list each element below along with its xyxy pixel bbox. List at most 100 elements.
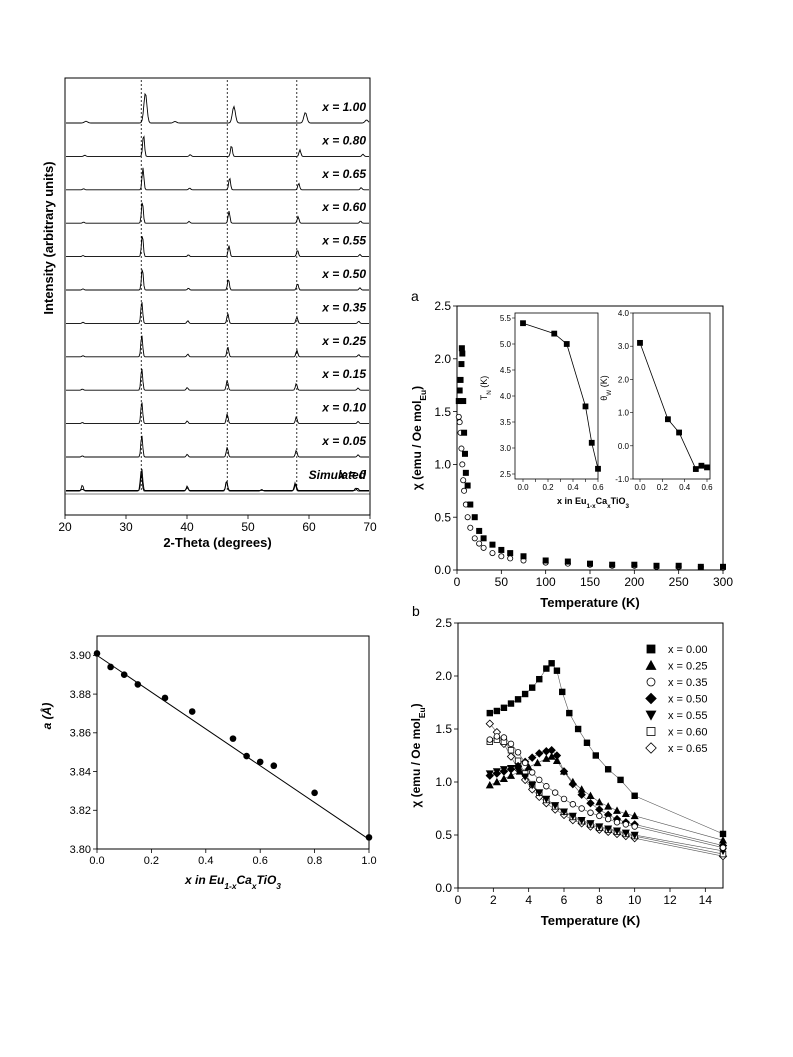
- x-tick-label: 0.2: [542, 483, 554, 492]
- x-tick-label: 10: [628, 893, 642, 907]
- data-point: [455, 413, 462, 420]
- data-point: [533, 758, 542, 767]
- data-point: [458, 361, 465, 368]
- data-point: [630, 831, 639, 840]
- data-point: [461, 487, 468, 494]
- xrd-pattern: [66, 302, 369, 324]
- x-tick-label: 0.4: [679, 483, 691, 492]
- y-tick-label: 1.0: [434, 458, 451, 472]
- data-point: [675, 562, 682, 569]
- data-point: [529, 769, 536, 776]
- legend-label: x = 0.50: [668, 694, 707, 706]
- x-tick-label: 0: [455, 893, 462, 907]
- y-tick-label: 2.5: [434, 299, 451, 313]
- data-point: [587, 560, 594, 567]
- pattern-label: x = 0.35: [321, 300, 366, 314]
- data-point: [719, 844, 727, 851]
- data-point: [528, 781, 537, 790]
- x-tick-label: 14: [699, 893, 713, 907]
- data-point: [613, 819, 621, 826]
- data-point: [521, 690, 529, 698]
- data-point: [499, 774, 508, 783]
- data-point: [507, 550, 514, 557]
- x-tick-label: 0.6: [253, 855, 268, 867]
- data-point: [586, 820, 595, 828]
- data-point: [500, 734, 508, 741]
- x-tick-label: 250: [669, 575, 689, 589]
- pattern-label: x = 1.00: [321, 100, 366, 114]
- y-tick-label: 0.0: [618, 442, 630, 451]
- data-point: [553, 667, 561, 674]
- pattern-label: Simulated: [309, 468, 367, 482]
- x-tick-label: 8: [596, 893, 603, 907]
- data-point: [476, 527, 483, 534]
- plot-frame: [96, 635, 370, 850]
- pattern-label: x = 0.80: [321, 133, 366, 147]
- data-point: [583, 739, 591, 746]
- data-point: [568, 812, 577, 821]
- y-axis-label: Intensity (arbitrary units): [41, 161, 56, 314]
- pattern-label: x = 0.15: [321, 367, 366, 381]
- data-point: [563, 341, 570, 347]
- data-point: [631, 792, 638, 799]
- data-point: [577, 785, 586, 793]
- data-point: [460, 398, 467, 405]
- data-point: [458, 345, 465, 352]
- data-point: [595, 805, 604, 814]
- panel-letter: a: [411, 288, 419, 304]
- pattern-label: x = 0.10: [321, 401, 366, 415]
- x-tick-label: 150: [580, 575, 600, 589]
- data-point: [542, 557, 549, 564]
- panel-letter: b: [412, 603, 420, 619]
- y-axis-label: a (Å): [40, 703, 54, 730]
- data-point: [560, 795, 568, 803]
- data-point: [574, 725, 582, 733]
- data-point: [564, 558, 571, 565]
- y-tick-label: 2.5: [500, 470, 512, 479]
- data-point: [493, 707, 501, 715]
- y-tick-label: 3.80: [70, 844, 91, 856]
- data-point: [493, 733, 501, 740]
- data-point: [551, 802, 560, 810]
- y-axis-label-group: TN (K): [479, 376, 493, 401]
- data-point: [665, 416, 671, 423]
- data-point: [719, 830, 727, 838]
- data-point: [535, 749, 544, 758]
- chi-main-chart: a 0 50 100 150 200 250 300 0.0 0.5 1.0 1.5 2.0 2.5 Tem…: [410, 288, 733, 610]
- x-tick-label: 0.0: [89, 855, 104, 867]
- x-tick-label: 50: [241, 520, 255, 534]
- y-tick-label: -1.0: [615, 475, 629, 484]
- data-point: [559, 808, 569, 816]
- data-point: [311, 789, 318, 797]
- x-tick-label: 0.4: [567, 483, 579, 492]
- legend-marker: [646, 727, 656, 736]
- inset-frame: [632, 312, 711, 480]
- y-tick-label: 2.0: [435, 669, 452, 683]
- data-point: [365, 834, 373, 841]
- x-axis-label: x in Eu1-xCaxTiO3: [557, 496, 630, 510]
- data-point: [542, 754, 551, 762]
- y-tick-label: 0.0: [434, 563, 451, 577]
- data-point: [520, 320, 526, 327]
- data-point: [507, 700, 515, 707]
- data-point: [500, 704, 508, 711]
- data-point: [551, 330, 558, 337]
- inset-theta-chart: 0.0 0.2 0.4 0.6 -1.0 0.0 1.0 2.0 3.0 4.0 θW (K): [599, 309, 713, 492]
- x-tick-label: 0.6: [701, 483, 713, 492]
- y-tick-label: 5.0: [500, 340, 512, 349]
- data-point: [459, 350, 466, 357]
- data-point: [514, 696, 522, 703]
- data-point: [621, 809, 630, 817]
- data-point: [507, 555, 514, 562]
- legend-label: x = 0.00: [668, 644, 707, 656]
- plot-frame: [457, 622, 724, 889]
- x-tick-label: 0.8: [307, 855, 322, 867]
- x-tick-label: 0.2: [657, 483, 669, 492]
- data-point: [596, 812, 603, 820]
- trend-line: [522, 322, 599, 469]
- x-tick-label: 300: [713, 575, 733, 589]
- inset-frame: [514, 312, 599, 480]
- x-tick-label: 1.0: [361, 855, 376, 867]
- data-point: [485, 719, 495, 728]
- data-point: [630, 811, 639, 820]
